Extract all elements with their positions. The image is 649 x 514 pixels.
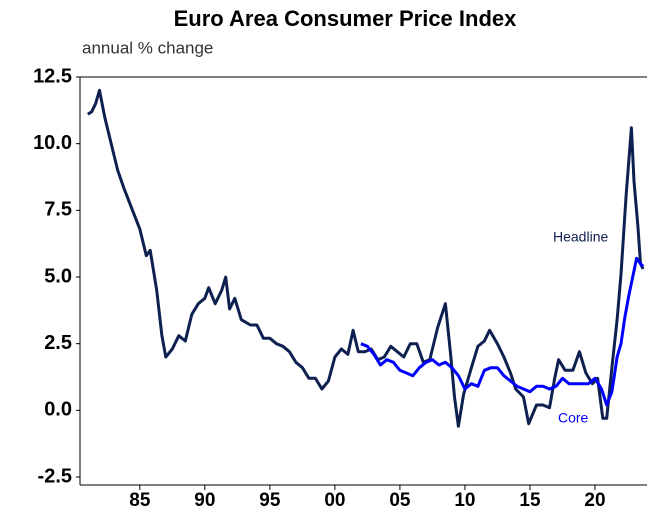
y-tick-label: 2.5 xyxy=(44,332,72,354)
series-label: Core xyxy=(558,410,589,426)
series-label: Headline xyxy=(553,229,608,245)
x-tick-label: 10 xyxy=(454,490,475,511)
chart-title: Euro Area Consumer Price Index xyxy=(174,6,518,31)
x-tick-label: 95 xyxy=(259,490,281,511)
y-tick-label: 10.0 xyxy=(33,132,72,154)
line-series xyxy=(360,256,645,407)
x-tick-label: 15 xyxy=(519,490,541,511)
y-tick-label: -2.5 xyxy=(38,465,72,487)
line-series xyxy=(86,88,645,428)
x-tick-label: 20 xyxy=(584,490,605,511)
y-tick-label: 0.0 xyxy=(44,399,72,421)
y-tick-label: 7.5 xyxy=(44,199,72,221)
x-tick-label: 90 xyxy=(194,490,215,511)
x-tick-label: 00 xyxy=(324,490,345,511)
x-tick-label: 85 xyxy=(129,490,151,511)
x-tick-label: 05 xyxy=(389,490,411,511)
chart-subtitle: annual % change xyxy=(82,38,213,57)
y-tick-label: 5.0 xyxy=(44,265,72,287)
y-tick-label: 12.5 xyxy=(33,65,72,87)
